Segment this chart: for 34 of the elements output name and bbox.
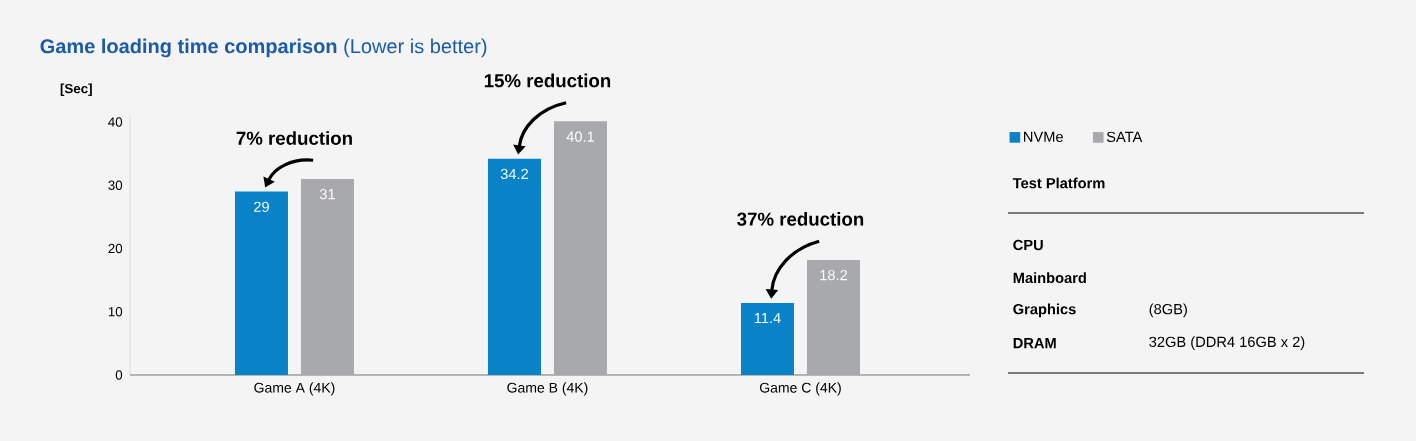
y-tick-label: 0 bbox=[115, 370, 123, 380]
y-tick-label: 20 bbox=[108, 243, 123, 254]
text: 15% reduction bbox=[484, 73, 611, 88]
annotation: 7% reduction bbox=[236, 131, 352, 145]
bar bbox=[487, 158, 541, 375]
chart-title: Game loading time comparison (Lower is better) bbox=[40, 38, 487, 58]
x-tick-label: Game A (4K) bbox=[254, 382, 335, 396]
x-tick-label: Game B (4K) bbox=[507, 382, 588, 396]
data-label: 40.1 bbox=[566, 131, 595, 142]
category-label: Mainboard bbox=[1013, 272, 1086, 284]
bar bbox=[553, 121, 607, 375]
text: Test Platform bbox=[1012, 177, 1105, 189]
category-label: DRAM bbox=[1013, 338, 1056, 349]
data-label: 18.2 bbox=[820, 269, 848, 281]
legend-label: NVMe bbox=[1024, 131, 1063, 142]
y-tick-label: 40 bbox=[108, 117, 123, 127]
data-label: 11.4 bbox=[754, 312, 781, 324]
data-label: 31 bbox=[319, 188, 335, 200]
bar bbox=[300, 178, 354, 375]
bar bbox=[740, 302, 794, 375]
bar bbox=[806, 259, 860, 375]
annotation: 37% reduction bbox=[737, 212, 864, 226]
data-label: 29 bbox=[254, 201, 269, 212]
bar bbox=[234, 191, 288, 375]
y-axis-title: [Sec] bbox=[60, 83, 92, 96]
data-label: 34.2 bbox=[500, 168, 529, 180]
text: (8GB) bbox=[1149, 303, 1187, 318]
category-label: CPU bbox=[1013, 239, 1043, 251]
x-tick-label: Game C (4K) bbox=[759, 382, 841, 396]
y-tick-label: 30 bbox=[108, 180, 123, 190]
y-tick-label: 10 bbox=[108, 307, 123, 317]
text: 32GB (DDR4 16GB x 2) bbox=[1149, 336, 1305, 350]
category-label: Graphics bbox=[1013, 303, 1076, 318]
legend-label: SATA bbox=[1106, 131, 1143, 143]
